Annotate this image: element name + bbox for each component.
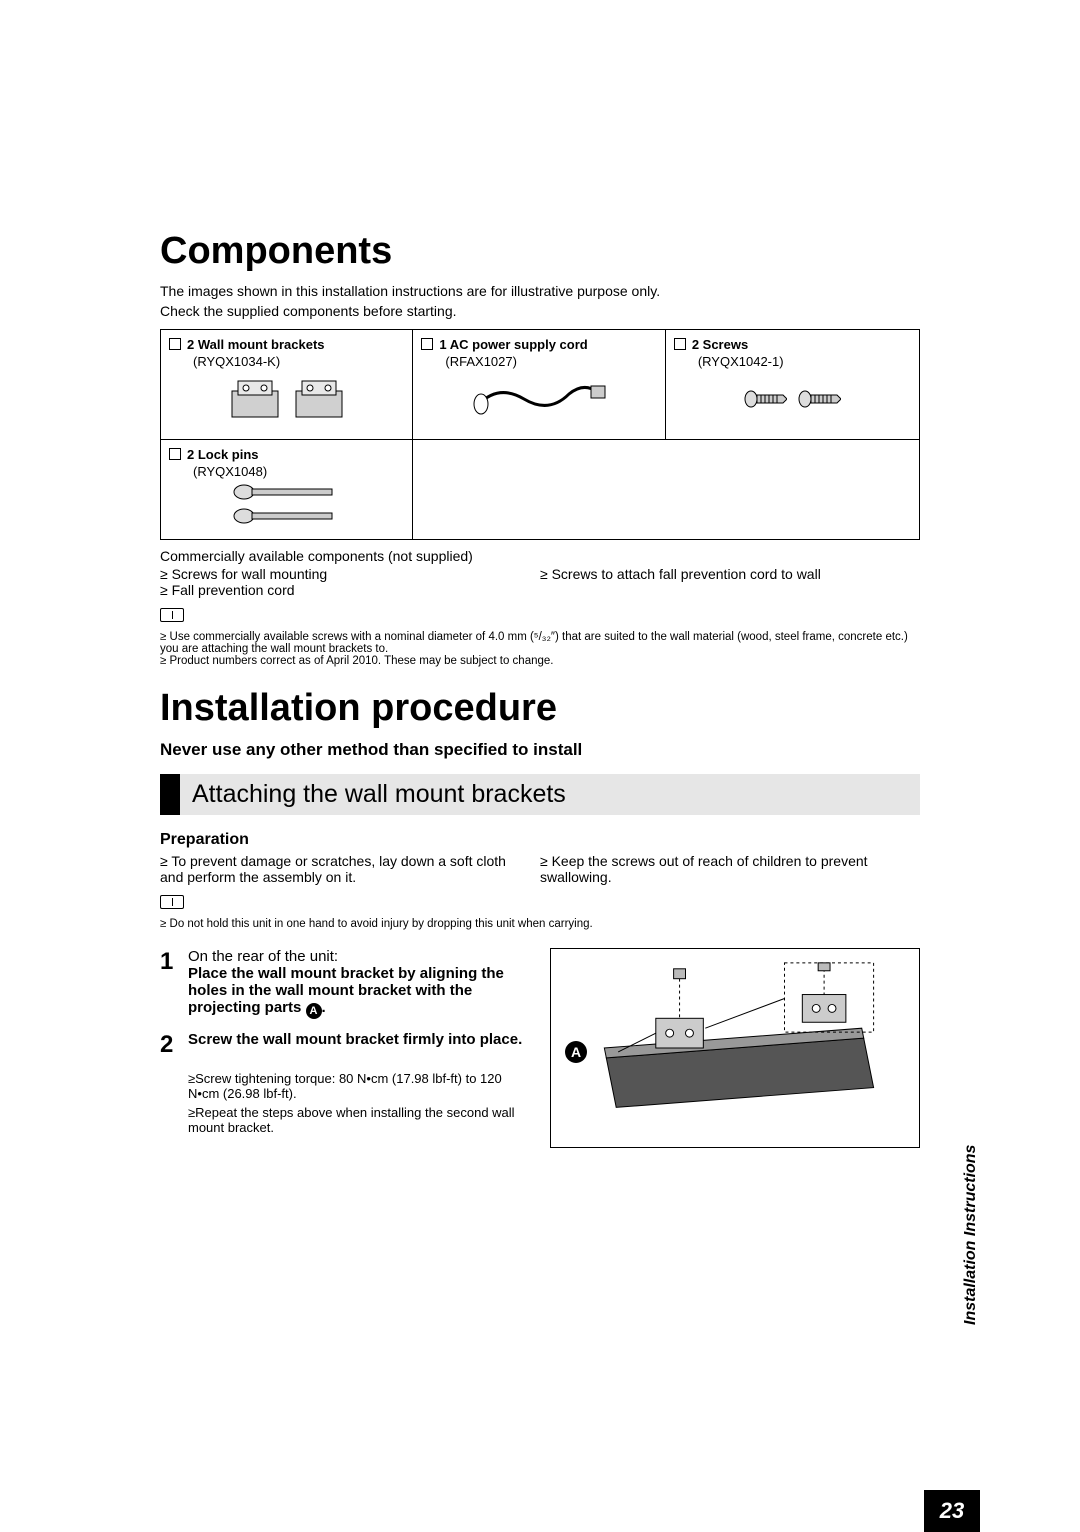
brackets-part: (RYQX1034-K) [169,354,404,369]
step2-sub1: Screw tightening torque: 80 N•cm (17.98 … [188,1071,502,1101]
brackets-label: 2 Wall mount brackets [187,337,325,352]
screws-part: (RYQX1042-1) [674,354,911,369]
lockpins-label: 2 Lock pins [187,447,259,462]
checkbox-icon [674,338,686,350]
unit-diagram-icon [551,949,919,1147]
preparation-label: Preparation [160,831,920,849]
note-line: Product numbers correct as of April 2010… [160,655,920,667]
step2-bold: Screw the wall mount bracket firmly into… [188,1031,522,1048]
lock-pin-icon [232,506,342,526]
screw-icon [743,388,787,410]
component-cell-cord: 1 AC power supply cord (RFAX1027) [413,330,665,439]
step-number: 2 [160,1031,188,1059]
component-cell-brackets: 2 Wall mount brackets (RYQX1034-K) [161,330,413,439]
prep-note: Do not hold this unit in one hand to avo… [160,918,920,930]
components-intro-1: The images shown in this installation in… [160,283,920,299]
installation-warn: Never use any other method than specifie… [160,740,920,760]
components-intro-2: Check the supplied components before sta… [160,303,920,319]
screws-label: 2 Screws [692,337,748,352]
component-cell-lockpins: 2 Lock pins (RYQX1048) [161,440,413,539]
page-number: 23 [924,1490,980,1532]
cord-part: (RFAX1027) [421,354,656,369]
ns-item: Screws to attach fall prevention cord to… [540,566,920,582]
step1-after: . [322,999,326,1016]
step1-lead: On the rear of the unit: [188,948,338,965]
preparation-columns: To prevent damage or scratches, lay down… [160,853,920,885]
label-a-icon: A [306,1003,322,1019]
band-title: Attaching the wall mount brackets [180,774,578,815]
steps-list: 1 On the rear of the unit: Place the wal… [160,948,530,1148]
note-icon [160,895,184,909]
note-icon [160,608,184,622]
step-number: 1 [160,948,188,1019]
checkbox-icon [169,448,181,460]
components-heading: Components [160,230,920,273]
step1-bold: Place the wall mount bracket by aligning… [188,965,504,1016]
component-cell-screws: 2 Screws (RYQX1042-1) [666,330,919,439]
screw-icon [797,388,841,410]
not-supplied-list: Screws for wall mounting Fall prevention… [160,566,920,598]
note-line: Use commercially available screws with a… [160,631,920,655]
checkbox-icon [421,338,433,350]
components-table: 2 Wall mount brackets (RYQX1034-K) [160,329,920,540]
bracket-icon [228,377,282,421]
prep-right: Keep the screws out of reach of children… [540,853,908,885]
step2-sub2: Repeat the steps above when installing t… [188,1105,515,1135]
section-band: Attaching the wall mount brackets [160,774,920,815]
figure-label-a-icon: A [565,1041,587,1063]
ns-item: Fall prevention cord [160,582,540,598]
side-tab: Installation Instructions [962,1110,980,1360]
checkbox-icon [169,338,181,350]
not-supplied-label: Commercially available components (not s… [160,548,920,564]
components-notes: Use commercially available screws with a… [160,631,920,667]
cord-label: 1 AC power supply cord [439,337,587,352]
ns-item: Screws for wall mounting [160,566,540,582]
lock-pin-icon [232,482,342,502]
lockpins-part: (RYQX1048) [169,464,404,479]
installation-heading: Installation procedure [160,687,920,730]
power-cord-icon [469,374,609,424]
bracket-icon [292,377,346,421]
installation-figure: A [550,948,920,1148]
prep-left: To prevent damage or scratches, lay down… [160,853,528,885]
